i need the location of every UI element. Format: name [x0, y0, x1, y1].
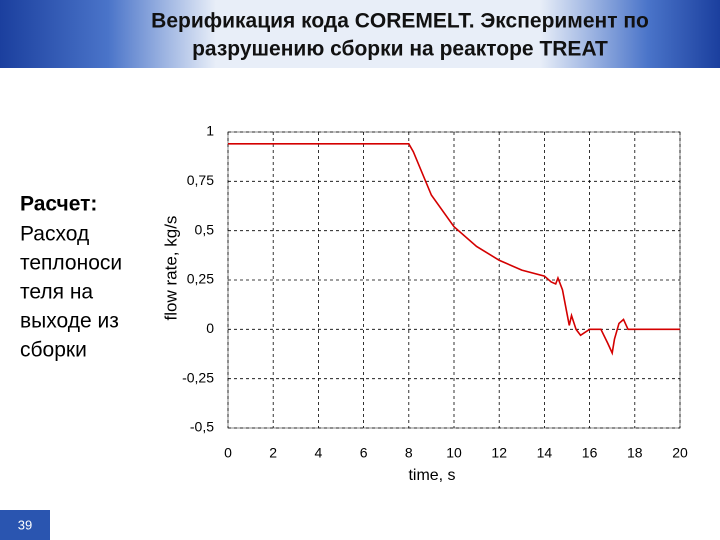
- body-text: сборки: [20, 339, 87, 362]
- body-label: Расчет:: [20, 193, 97, 216]
- y-tick-label: -0,25: [182, 369, 214, 385]
- title-line: Верификация кода COREMELT. Эксперимент п…: [151, 10, 649, 33]
- y-tick-label: 0,5: [195, 221, 215, 237]
- x-tick-label: 18: [627, 445, 643, 461]
- x-tick-label: 20: [672, 445, 688, 461]
- y-tick-label: 0: [206, 320, 214, 336]
- x-tick-label: 12: [491, 445, 507, 461]
- x-tick-label: 4: [315, 445, 323, 461]
- y-tick-label: -0,5: [190, 419, 214, 435]
- x-axis-label: time, s: [408, 467, 455, 484]
- y-axis-label: flow rate, kg/s: [161, 216, 180, 321]
- x-tick-label: 6: [360, 445, 368, 461]
- title-band: [0, 0, 720, 68]
- x-tick-label: 2: [269, 445, 277, 461]
- data-line: [228, 143, 680, 356]
- body-text: Расход: [20, 223, 89, 246]
- x-tick-label: 14: [537, 445, 553, 461]
- title-line: разрушению сборки на реакторе TREAT: [192, 38, 608, 61]
- body-text: выходе из: [20, 310, 119, 333]
- body-text: теплоноси: [20, 252, 122, 275]
- y-tick-label: 1: [206, 123, 214, 139]
- x-tick-label: 10: [446, 445, 462, 461]
- page-number-box: [0, 510, 50, 540]
- x-tick-label: 8: [405, 445, 413, 461]
- y-tick-label: 0,25: [187, 271, 214, 287]
- x-tick-label: 16: [582, 445, 598, 461]
- x-tick-label: 0: [224, 445, 232, 461]
- body-text: теля на: [20, 281, 93, 304]
- page-number: 39: [18, 517, 32, 532]
- y-tick-label: 0,75: [187, 172, 214, 188]
